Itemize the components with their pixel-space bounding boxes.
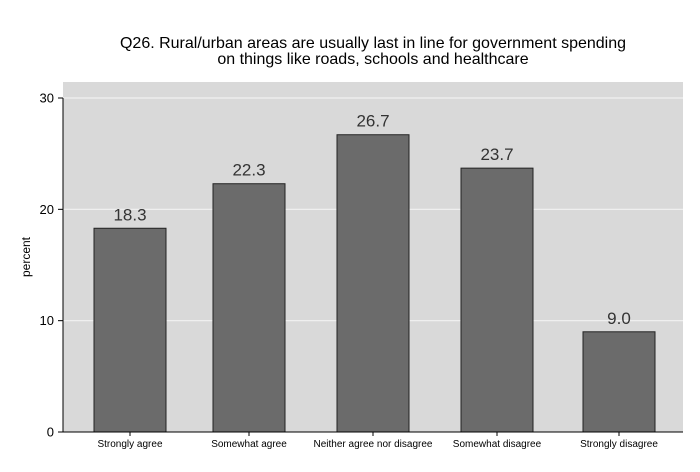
- chart-title-line-1: Q26. Rural/urban areas are usually last …: [120, 35, 626, 52]
- x-tick-label-0: Strongly agree: [97, 439, 162, 450]
- chart-title: Q26. Rural/urban areas are usually last …: [120, 35, 626, 68]
- y-tick-label-0: 0: [47, 425, 54, 440]
- x-axis: Strongly agree Somewhat agree Neither agre…: [63, 431, 683, 450]
- chart-title-line-2: on things like roads, schools and health…: [217, 51, 528, 68]
- x-tick-label-2: Neither agree nor disagree: [314, 439, 433, 450]
- y-axis-label: percent: [19, 236, 33, 277]
- bars: [93, 134, 656, 433]
- y-tick-label-20: 20: [40, 202, 54, 217]
- data-label-1: 22.3: [232, 161, 265, 180]
- y-tick-label-30: 30: [40, 91, 54, 106]
- bar-somewhat-disagree: [460, 167, 534, 433]
- data-label-3: 23.7: [480, 145, 513, 164]
- x-tick-label-1: Somewhat agree: [211, 439, 287, 450]
- bar-strongly-agree: [93, 227, 167, 433]
- bar-somewhat-agree: [212, 183, 286, 433]
- bar-strongly-disagree: [582, 331, 656, 433]
- x-tick-label-3: Somewhat disagree: [453, 439, 542, 450]
- data-label-0: 18.3: [113, 205, 146, 224]
- x-tick-label-4: Strongly disagree: [580, 439, 658, 450]
- data-label-4: 9.0: [607, 309, 631, 328]
- y-axis: 0 10 20 30: [40, 91, 64, 440]
- y-tick-label-10: 10: [40, 313, 54, 328]
- bar-data-labels: 18.3 22.3 26.7 23.7 9.0: [113, 112, 630, 328]
- data-label-2: 26.7: [356, 112, 389, 131]
- bar-neither-agree-nor-disagree: [336, 134, 410, 433]
